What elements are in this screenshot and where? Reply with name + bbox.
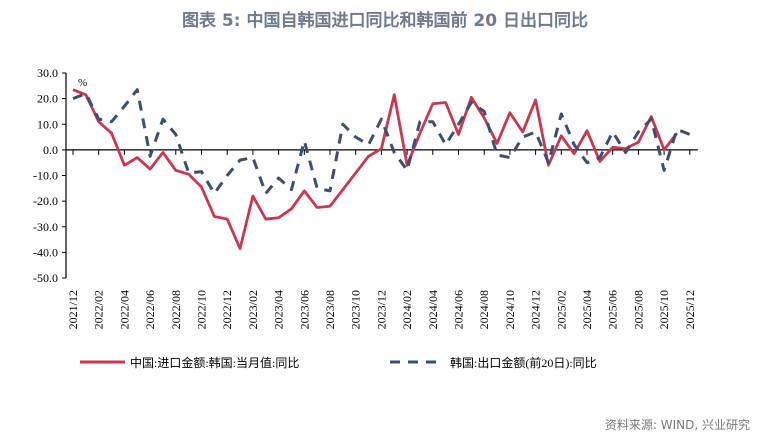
y-tick-label: 10.0 — [37, 117, 58, 131]
x-tick-label: 2024/10 — [503, 290, 517, 329]
x-tick-label: 2024/08 — [477, 290, 491, 329]
x-tick-label: 2023/10 — [349, 290, 363, 329]
x-tick-label: 2022/12 — [220, 290, 234, 329]
y-tick-label: -40.0 — [33, 245, 58, 259]
x-tick-label: 2022/02 — [92, 290, 106, 329]
y-tick-label: 30.0 — [37, 66, 58, 80]
y-tick-label: 20.0 — [37, 92, 58, 106]
x-tick-label: 2023/02 — [246, 290, 260, 329]
x-tick-label: 2025/04 — [580, 290, 594, 329]
x-tick-label: 2025/12 — [683, 290, 697, 329]
source-note: 资料来源: WIND, 兴业研究 — [604, 418, 750, 432]
line-chart: 30.0 20.0 10.0 0.0 -10.0 -20.0 -30.0 -40.0 -50.0… — [33, 66, 698, 370]
x-tick-label: 2022/04 — [117, 290, 131, 329]
y-tick-label: 0.0 — [43, 143, 58, 157]
y-tick-label: -10.0 — [33, 169, 58, 183]
x-tick-label: 2024/02 — [400, 290, 414, 329]
x-tick-label: 2021/12 — [66, 290, 80, 329]
x-tick-label: 2025/02 — [554, 290, 568, 329]
x-tick-label: 2023/04 — [272, 290, 286, 329]
x-tick-label: 2024/12 — [529, 290, 543, 329]
x-tick-label: 2024/06 — [452, 290, 466, 329]
x-tick-label: 2023/08 — [323, 290, 337, 329]
chart-title: 图表 5: 中国自韩国进口同比和韩国前 20 日出口同比 — [182, 11, 588, 31]
y-tick-label: -30.0 — [33, 220, 58, 234]
x-tick-label: 2023/06 — [297, 290, 311, 329]
x-tick-label: 2022/10 — [195, 290, 209, 329]
x-tick-label: 2022/08 — [169, 290, 183, 329]
legend-label-china: 中国:进口金额:韩国:当月值:同比 — [130, 355, 299, 370]
y-tick-label: -50.0 — [33, 271, 58, 285]
series-line-china-imports — [72, 88, 679, 250]
x-tick-label: 2025/10 — [657, 290, 671, 329]
x-tick-label: 2023/12 — [374, 290, 388, 329]
x-tick-label: 2022/06 — [143, 290, 157, 329]
y-tick-label: -20.0 — [33, 194, 58, 208]
x-tick-label: 2025/08 — [631, 290, 645, 329]
x-tick-label: 2024/04 — [426, 290, 440, 329]
legend-label-korea: 韩国:出口金额(前20日):同比 — [450, 355, 597, 370]
x-tick-label: 2025/06 — [606, 290, 620, 329]
series-line-korea-exports — [72, 88, 691, 195]
unit-label: % — [78, 77, 87, 89]
